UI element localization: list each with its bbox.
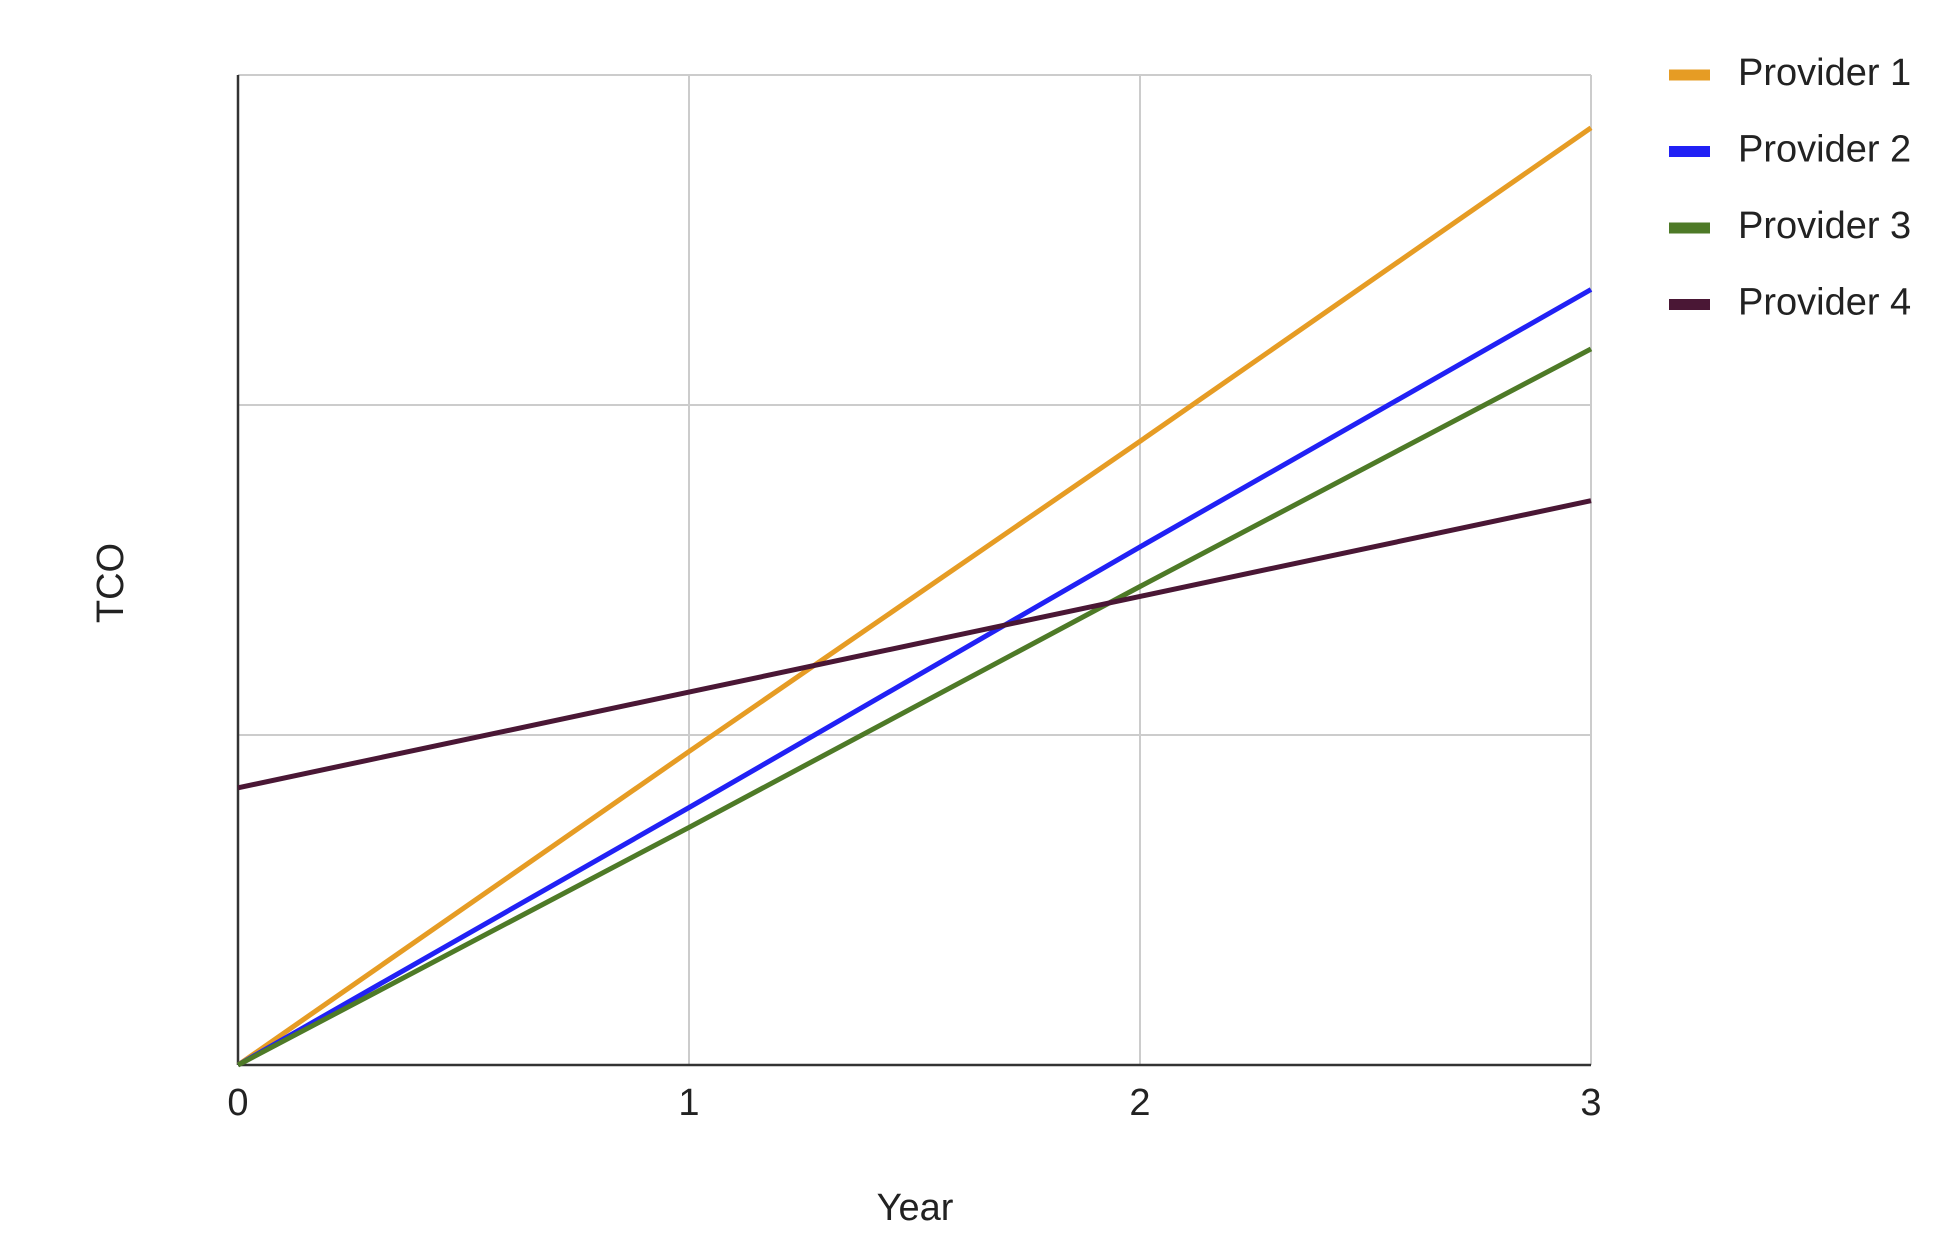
legend-label: Provider 1 xyxy=(1738,52,1911,94)
x-axis-title: Year xyxy=(877,1187,954,1229)
series-line xyxy=(236,287,1593,1068)
series-line xyxy=(236,125,1593,1068)
x-tick-label: 3 xyxy=(1580,1082,1601,1124)
x-tick-label: 2 xyxy=(1129,1082,1150,1124)
legend-label: Provider 2 xyxy=(1738,129,1911,171)
x-tick-label: 1 xyxy=(678,1082,699,1124)
x-tick-label: 0 xyxy=(227,1082,248,1124)
series-line xyxy=(236,346,1593,1068)
y-axis-title: TCO xyxy=(90,543,132,623)
legend-label: Provider 4 xyxy=(1738,282,1911,324)
legend-label: Provider 3 xyxy=(1738,205,1911,247)
series-line xyxy=(237,498,1592,791)
